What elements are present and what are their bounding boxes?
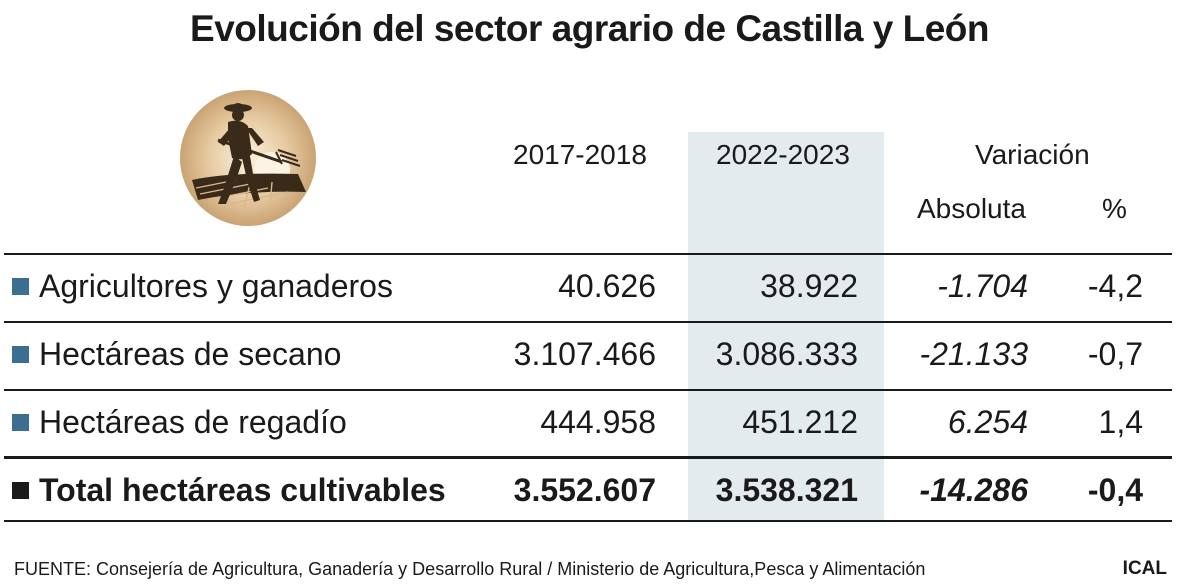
- row-marker: [12, 278, 29, 295]
- row-label-total: Total hectáreas cultivables: [12, 472, 446, 509]
- row-label-dryland: Hectáreas de secano: [12, 336, 341, 373]
- page-title: Evolución del sector agrario de Castilla…: [190, 8, 989, 49]
- cell-percent: -0,7: [1087, 336, 1143, 372]
- row-label-farmers: Agricultores y ganaderos: [12, 268, 393, 305]
- header-period-2022: 2022-2023: [716, 139, 850, 170]
- farmer-with-pitchfork-icon: [178, 88, 318, 228]
- cell-absolute: 6.254: [947, 404, 1028, 440]
- cell-2022: 451.212: [742, 404, 858, 440]
- highlight-column: [688, 132, 884, 522]
- cell-percent: -4,2: [1087, 268, 1143, 304]
- cell-2022: 38.922: [760, 268, 858, 304]
- cell-2017: 444.958: [540, 404, 656, 440]
- row-label-irrigated: Hectáreas de regadío: [12, 404, 347, 441]
- row-divider: [4, 456, 1172, 459]
- row-label-text: Hectáreas de regadío: [39, 404, 347, 440]
- table-bottom-rule: [4, 520, 1172, 522]
- cell-absolute: -21.133: [919, 336, 1028, 372]
- header-variation: Variación: [975, 139, 1090, 170]
- brand-logo-text: ICAL: [1122, 558, 1167, 579]
- row-marker: [12, 414, 29, 431]
- header-period-2017: 2017-2018: [513, 139, 647, 170]
- header-divider: [4, 253, 1172, 255]
- header-absolute: Absoluta: [917, 193, 1026, 224]
- row-divider: [4, 389, 1172, 391]
- cell-2017: 40.626: [558, 268, 656, 304]
- cell-2017: 3.107.466: [513, 336, 656, 372]
- cell-2022: 3.086.333: [715, 336, 858, 372]
- row-marker: [12, 482, 29, 499]
- cell-2017: 3.552.607: [513, 472, 656, 508]
- row-label-text: Total hectáreas cultivables: [39, 472, 446, 508]
- source-note: FUENTE: Consejería de Agricultura, Ganad…: [14, 559, 926, 579]
- cell-2022: 3.538.321: [715, 472, 858, 508]
- row-label-text: Agricultores y ganaderos: [39, 268, 393, 304]
- header-percent: %: [1102, 193, 1127, 224]
- cell-absolute: -1.704: [937, 268, 1028, 304]
- cell-percent: 1,4: [1098, 404, 1143, 440]
- cell-percent: -0,4: [1087, 472, 1143, 508]
- cell-absolute: -14.286: [919, 472, 1028, 508]
- row-marker: [12, 346, 29, 363]
- row-divider: [4, 321, 1172, 323]
- row-label-text: Hectáreas de secano: [39, 336, 342, 372]
